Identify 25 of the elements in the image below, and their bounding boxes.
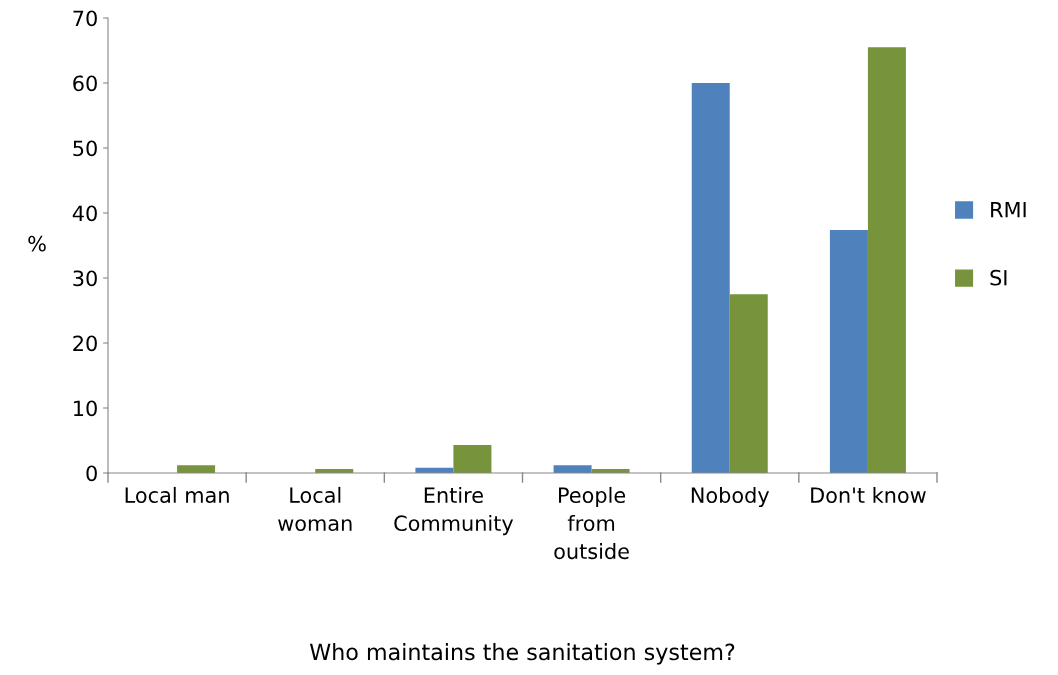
y-tick-label: 20 <box>73 335 97 352</box>
x-tick-label: People from outside <box>554 486 629 560</box>
x-tick-label: Nobody <box>691 486 770 508</box>
x-tick-label: Local man <box>125 486 229 504</box>
y-tick-label: 30 <box>73 270 97 287</box>
y-tick-label: 0 <box>86 465 97 482</box>
legend-label: SI <box>990 269 1007 286</box>
x-tick-label: Don't know <box>811 486 926 504</box>
bar <box>553 465 592 473</box>
y-tick-label: 70 <box>73 10 97 27</box>
x-tick-label: Local woman <box>278 486 352 532</box>
bar <box>829 229 868 473</box>
bar <box>453 445 492 473</box>
bar <box>177 465 216 473</box>
x-axis-title: Who maintains the sanitation system? <box>309 643 735 665</box>
y-tick-label: 60 <box>73 75 97 92</box>
legend-label: RMI <box>991 202 1026 218</box>
y-tick-label: 40 <box>72 205 97 222</box>
bar <box>729 294 768 473</box>
y-tick-label: 50 <box>73 140 97 157</box>
bar <box>691 83 730 473</box>
y-axis-title: % <box>28 235 46 252</box>
y-tick-label: 10 <box>74 400 97 417</box>
x-tick-label: Entire Community <box>394 486 514 536</box>
bar <box>867 47 906 473</box>
